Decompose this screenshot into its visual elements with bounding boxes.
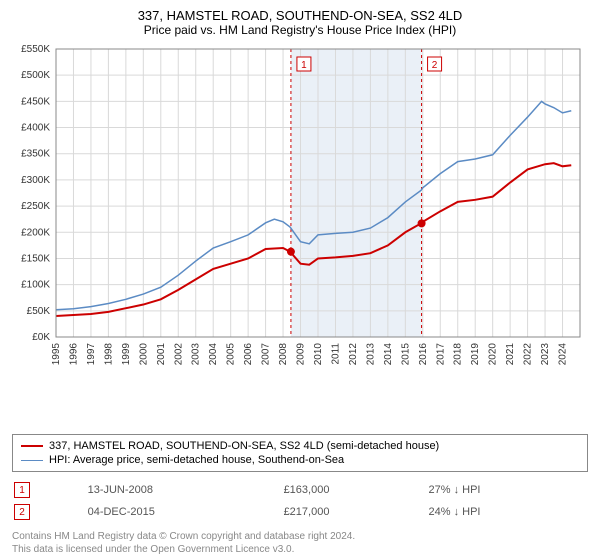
transaction-date: 13-JUN-2008 bbox=[88, 480, 282, 500]
legend-label: 337, HAMSTEL ROAD, SOUTHEND-ON-SEA, SS2 … bbox=[49, 440, 439, 452]
svg-text:1995: 1995 bbox=[51, 343, 62, 366]
svg-text:1997: 1997 bbox=[86, 343, 97, 366]
svg-text:2013: 2013 bbox=[365, 343, 376, 366]
svg-text:2019: 2019 bbox=[470, 343, 481, 366]
svg-text:£200K: £200K bbox=[21, 227, 50, 238]
svg-text:2008: 2008 bbox=[278, 343, 289, 366]
transactions-table: 1 13-JUN-2008£163,00027% ↓ HPI 2 04-DEC-201… bbox=[12, 478, 588, 524]
transaction-date: 04-DEC-2015 bbox=[88, 502, 282, 522]
legend-label: HPI: Average price, semi-detached house,… bbox=[49, 454, 344, 466]
transaction-delta: 24% ↓ HPI bbox=[429, 502, 586, 522]
svg-text:2002: 2002 bbox=[173, 343, 184, 366]
transaction-price: £163,000 bbox=[284, 480, 427, 500]
svg-text:2020: 2020 bbox=[488, 343, 499, 366]
svg-text:2010: 2010 bbox=[313, 343, 324, 366]
transaction-row: 2 04-DEC-2015£217,00024% ↓ HPI bbox=[14, 502, 586, 522]
svg-text:2018: 2018 bbox=[453, 343, 464, 366]
legend-row: 337, HAMSTEL ROAD, SOUTHEND-ON-SEA, SS2 … bbox=[21, 439, 579, 453]
svg-text:£550K: £550K bbox=[21, 44, 50, 55]
chart-title: 337, HAMSTEL ROAD, SOUTHEND-ON-SEA, SS2 … bbox=[12, 8, 588, 23]
svg-text:2009: 2009 bbox=[296, 343, 307, 366]
svg-text:£100K: £100K bbox=[21, 280, 50, 291]
legend-swatch bbox=[21, 460, 43, 461]
transaction-marker-icon: 2 bbox=[14, 504, 30, 520]
svg-text:1: 1 bbox=[301, 60, 307, 71]
svg-text:2004: 2004 bbox=[208, 343, 219, 366]
chart-subtitle: Price paid vs. HM Land Registry's House … bbox=[12, 23, 588, 37]
svg-text:£450K: £450K bbox=[21, 96, 50, 107]
svg-text:£350K: £350K bbox=[21, 149, 50, 160]
svg-text:2012: 2012 bbox=[348, 343, 359, 366]
svg-text:2011: 2011 bbox=[330, 343, 341, 365]
svg-text:2022: 2022 bbox=[523, 343, 534, 366]
svg-text:2015: 2015 bbox=[400, 343, 411, 366]
svg-text:1996: 1996 bbox=[68, 343, 79, 366]
svg-text:2003: 2003 bbox=[191, 343, 202, 366]
legend-row: HPI: Average price, semi-detached house,… bbox=[21, 453, 579, 467]
footer-attribution: Contains HM Land Registry data © Crown c… bbox=[12, 530, 588, 556]
svg-text:£300K: £300K bbox=[21, 175, 50, 186]
line-chart-svg: £0K £50K £100K £150K £200K £250K £300K £350K £40… bbox=[12, 43, 588, 373]
svg-text:£50K: £50K bbox=[27, 306, 51, 317]
transaction-marker-icon: 1 bbox=[14, 482, 30, 498]
svg-text:2024: 2024 bbox=[558, 343, 569, 366]
svg-text:2000: 2000 bbox=[138, 343, 149, 366]
svg-text:£250K: £250K bbox=[21, 201, 50, 212]
footer-line-2: This data is licensed under the Open Gov… bbox=[12, 543, 588, 556]
svg-text:2: 2 bbox=[432, 60, 438, 71]
svg-text:2021: 2021 bbox=[505, 343, 516, 366]
svg-text:£0K: £0K bbox=[32, 332, 50, 343]
svg-text:2023: 2023 bbox=[540, 343, 551, 366]
svg-text:2001: 2001 bbox=[156, 343, 167, 366]
footer-line-1: Contains HM Land Registry data © Crown c… bbox=[12, 530, 588, 543]
chart-area: £0K £50K £100K £150K £200K £250K £300K £350K £40… bbox=[12, 43, 588, 426]
svg-text:£500K: £500K bbox=[21, 70, 50, 81]
svg-text:1998: 1998 bbox=[103, 343, 114, 366]
legend: 337, HAMSTEL ROAD, SOUTHEND-ON-SEA, SS2 … bbox=[12, 434, 588, 472]
transaction-delta: 27% ↓ HPI bbox=[429, 480, 586, 500]
svg-text:1999: 1999 bbox=[121, 343, 132, 366]
svg-text:2006: 2006 bbox=[243, 343, 254, 366]
svg-text:2014: 2014 bbox=[383, 343, 394, 366]
svg-text:2017: 2017 bbox=[435, 343, 446, 366]
svg-text:£400K: £400K bbox=[21, 123, 50, 134]
svg-text:2016: 2016 bbox=[418, 343, 429, 366]
transaction-price: £217,000 bbox=[284, 502, 427, 522]
svg-text:£150K: £150K bbox=[21, 253, 50, 264]
transaction-row: 1 13-JUN-2008£163,00027% ↓ HPI bbox=[14, 480, 586, 500]
legend-swatch bbox=[21, 445, 43, 447]
svg-text:2005: 2005 bbox=[226, 343, 237, 366]
svg-text:2007: 2007 bbox=[261, 343, 272, 366]
